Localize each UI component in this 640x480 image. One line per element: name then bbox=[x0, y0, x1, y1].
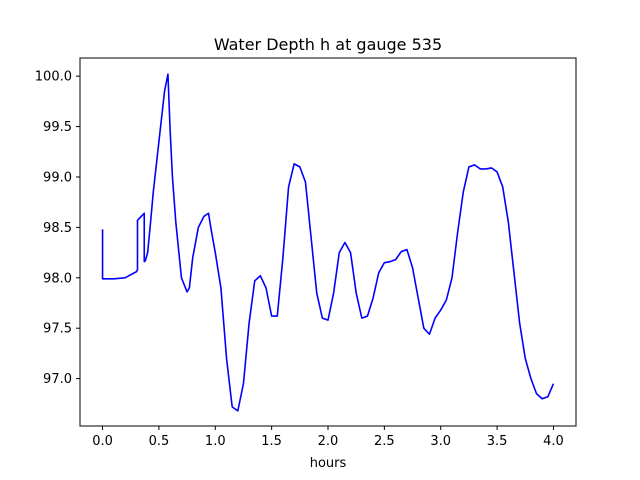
x-tick-label: 0.5 bbox=[149, 434, 170, 449]
y-tick-label: 98.5 bbox=[43, 221, 72, 236]
x-tick-label: 0.0 bbox=[92, 434, 113, 449]
x-axis-label: hours bbox=[310, 456, 347, 471]
x-tick-label: 2.5 bbox=[374, 434, 395, 449]
x-axis: 0.0 0.5 1.0 1.5 2.0 2.5 3.0 3.5 4.0 bbox=[92, 426, 564, 449]
plot-marks bbox=[101, 73, 555, 412]
x-tick-label: 3.0 bbox=[430, 434, 451, 449]
plot-border bbox=[79, 57, 577, 427]
y-tick-label: 97.5 bbox=[43, 322, 72, 337]
plot-area bbox=[80, 58, 576, 426]
y-tick-label: 98.0 bbox=[43, 271, 72, 286]
y-axis: 97.0 97.5 98.0 98.5 99.0 99.5 100.0 bbox=[35, 70, 80, 387]
y-tick-label: 100.0 bbox=[35, 70, 72, 85]
x-tick-label: 1.0 bbox=[205, 434, 226, 449]
y-tick-label: 99.5 bbox=[43, 120, 72, 135]
chart-title: Water Depth h at gauge 535 bbox=[214, 35, 442, 54]
x-tick-label: 1.5 bbox=[261, 434, 282, 449]
y-tick-label: 97.0 bbox=[43, 372, 72, 387]
y-tick-label: 99.0 bbox=[43, 170, 72, 185]
x-tick-label: 4.0 bbox=[543, 434, 564, 449]
x-tick-label: 3.5 bbox=[487, 434, 508, 449]
series-line-0 bbox=[101, 73, 555, 412]
x-tick-label: 2.0 bbox=[318, 434, 339, 449]
